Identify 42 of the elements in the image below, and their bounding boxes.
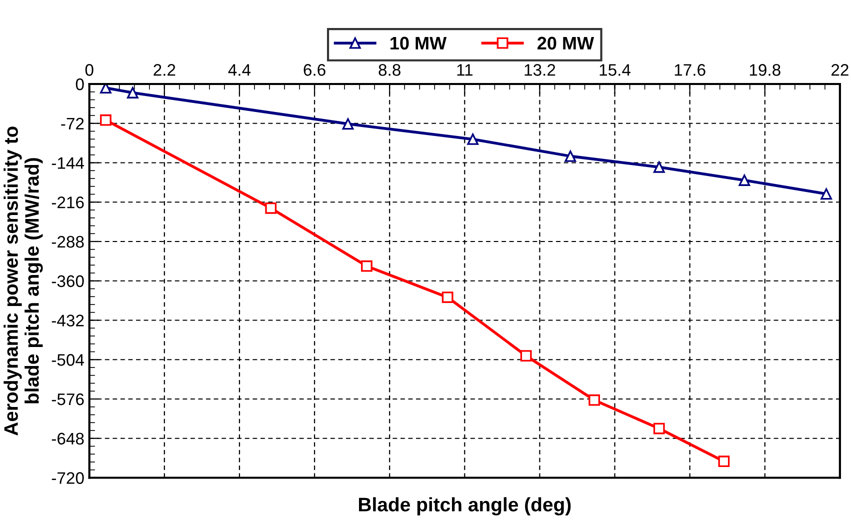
x-tick-label: 2.2 xyxy=(154,64,176,76)
point xyxy=(653,161,665,173)
y-tick-label: 0 xyxy=(76,78,84,90)
legend-label: 10 MW xyxy=(390,36,447,50)
point xyxy=(126,87,138,98)
x-tick-label: 4.4 xyxy=(228,64,251,76)
point xyxy=(361,260,372,272)
point xyxy=(442,292,454,303)
x-tick-label: 8.8 xyxy=(378,64,400,76)
x-tick-label: 22 xyxy=(832,64,848,76)
y-tick-label: -720 xyxy=(52,472,84,484)
x-tick-label: 13.2 xyxy=(524,64,556,76)
point xyxy=(738,174,750,186)
y-axis-title: Aerodynamic power sensitivity to blade pitch angle (MW/rad) xyxy=(4,126,43,436)
x-axis-title: Blade pitch angle (deg) xyxy=(359,497,571,516)
point xyxy=(265,202,277,214)
y-tick-label: -288 xyxy=(52,236,84,248)
x-tick-label: 11 xyxy=(457,64,472,76)
y-tick-label: -432 xyxy=(52,314,84,326)
x-tick-label: 0 xyxy=(85,64,94,76)
x-tick-label: 15.4 xyxy=(600,64,630,76)
point xyxy=(588,394,600,406)
y-tick-label: -72 xyxy=(61,118,84,130)
legend-label: 20 MW xyxy=(537,36,594,50)
point xyxy=(342,118,354,130)
point xyxy=(100,114,112,126)
point xyxy=(718,456,730,468)
point xyxy=(820,188,832,200)
y-tick-label: -360 xyxy=(52,275,84,288)
point xyxy=(653,422,665,434)
y-tick-label: -648 xyxy=(52,432,84,445)
y-tick-label: -576 xyxy=(52,393,84,406)
point xyxy=(520,350,532,362)
x-tick-label: 6.6 xyxy=(304,64,326,76)
y-tick-label: -504 xyxy=(52,354,84,366)
y-tick-label: -144 xyxy=(52,157,84,169)
point xyxy=(467,134,479,145)
x-tick-label: 19.8 xyxy=(750,64,780,76)
y-tick-label: -216 xyxy=(52,196,84,208)
x-tick-label: 17.6 xyxy=(674,64,706,76)
point xyxy=(100,84,112,94)
point xyxy=(564,150,576,162)
